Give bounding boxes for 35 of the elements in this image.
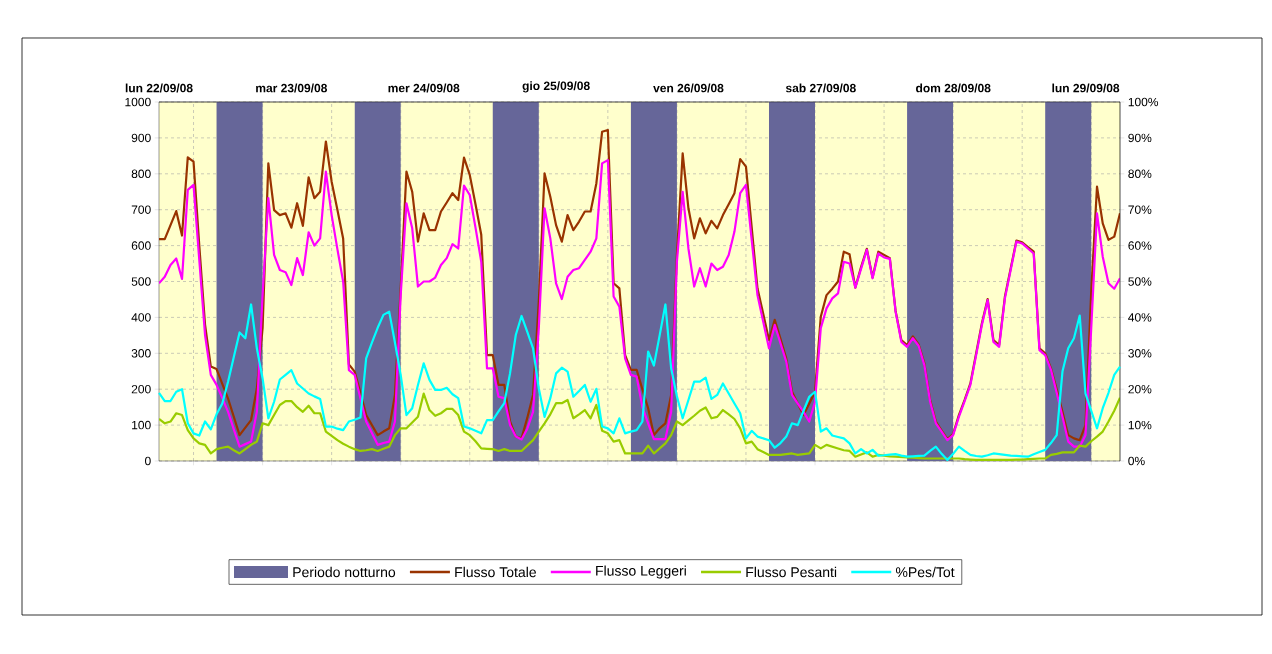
text: sab 27/09/08 (785, 83, 856, 93)
text: gio 25/09/08 (522, 81, 590, 93)
y2-tick-label: 50% (1128, 277, 1152, 286)
text: lun 29/09/08 (1052, 83, 1120, 93)
y-tick-label: 200 (131, 384, 151, 394)
y2-tick-label: 90% (1128, 133, 1152, 143)
y2-tick-label: 10% (1128, 420, 1152, 430)
text: mar 23/09/08 (256, 83, 328, 93)
y-tick-label: 800 (131, 169, 151, 179)
y-tick-label: 0 (145, 456, 151, 466)
text: ven 26/09/08 (653, 83, 724, 93)
text: lun 22/09/08 (125, 83, 193, 93)
y2-tick-label: 60% (1128, 241, 1152, 250)
text: Periodo notturno (293, 566, 396, 578)
y-tick-label: 100 (132, 420, 151, 430)
y-tick-label: 400 (131, 313, 151, 322)
legend-label: Flusso Leggeri (596, 565, 686, 579)
y2-tick-label: 100% (1128, 97, 1159, 107)
legend-label: %Pes/Tot (895, 566, 955, 578)
y2-tick-label: 70% (1128, 205, 1152, 214)
text: mer 24/09/08 (388, 83, 460, 93)
legend-label: Flusso Pesanti (746, 566, 837, 578)
y-tick-label: 900 (131, 133, 151, 143)
y-tick-label: 300 (131, 349, 151, 358)
y-tick-label: 500 (131, 277, 151, 286)
y2-tick-label: 30% (1128, 349, 1152, 358)
y2-tick-label: 80% (1128, 169, 1152, 179)
y-tick-label: 700 (131, 205, 151, 214)
y2-tick-label: 40% (1128, 313, 1152, 322)
y2-tick-label: 20% (1128, 384, 1152, 394)
y2-tick-label: 0% (1128, 456, 1145, 466)
y-tick-label: 1000 (125, 97, 151, 107)
y-tick-label: 600 (131, 241, 151, 250)
text: dom 28/09/08 (916, 83, 991, 93)
legend-label: Flusso Totale (455, 566, 536, 578)
